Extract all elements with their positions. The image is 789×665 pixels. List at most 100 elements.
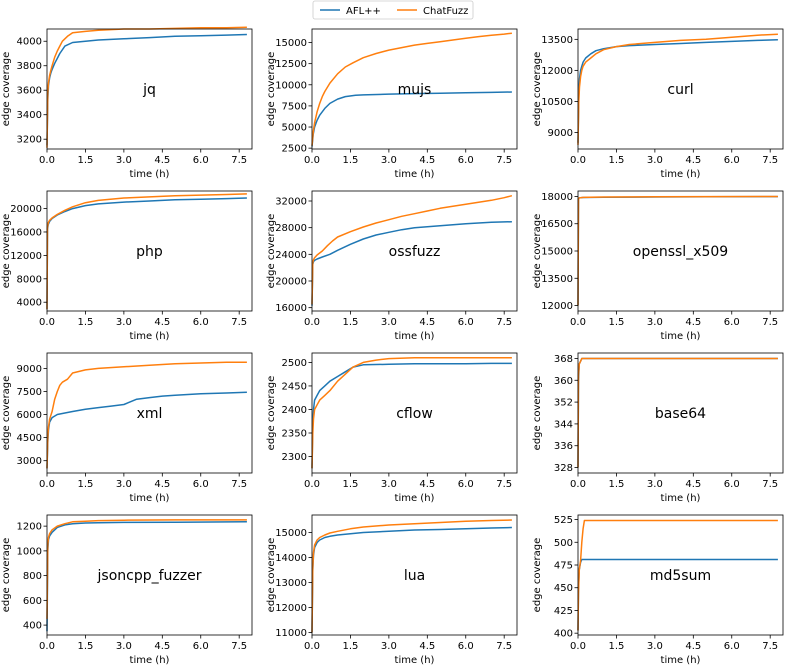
x-tick-label: 3.0 <box>116 317 132 328</box>
x-tick-label: 1.5 <box>342 155 358 166</box>
y-tick-label: 400 <box>554 629 573 640</box>
x-tick-label: 1.5 <box>608 155 624 166</box>
legend-label-afl: AFL++ <box>346 6 381 17</box>
x-tick-label: 1.5 <box>608 479 624 490</box>
x-tick-label: 3.0 <box>647 641 663 652</box>
y-tick-label: 7500 <box>282 101 307 112</box>
x-tick-label: 0.0 <box>304 479 320 490</box>
y-tick-label: 3200 <box>17 135 42 146</box>
x-tick-label: 4.5 <box>154 317 170 328</box>
series-chatfuzz-md5sum <box>577 519 778 631</box>
x-tick-label: 6.0 <box>724 479 740 490</box>
series-chatfuzz-cflow <box>311 356 512 469</box>
x-tick-label: 1.5 <box>77 479 93 490</box>
y-tick-label: 1000 <box>17 546 42 557</box>
series-chatfuzz-jq <box>46 26 247 148</box>
y-tick-label: 2350 <box>282 429 307 440</box>
y-tick-label: 6000 <box>17 410 42 421</box>
x-axis-label: time (h) <box>130 169 170 180</box>
x-tick-label: 1.5 <box>608 317 624 328</box>
axes-frame-jq <box>46 28 253 150</box>
x-tick-label: 7.5 <box>496 641 512 652</box>
x-tick-label: 3.0 <box>116 641 132 652</box>
x-tick-label: 4.5 <box>685 155 701 166</box>
subplot-title: jsoncpp_fuzzer <box>97 568 202 584</box>
x-tick-label: 6.0 <box>724 641 740 652</box>
y-tick-label: 16000 <box>275 303 307 314</box>
y-tick-label: 525 <box>554 515 573 526</box>
y-tick-label: 450 <box>554 583 573 594</box>
subplot-title: jq <box>142 82 156 98</box>
x-tick-label: 4.5 <box>685 317 701 328</box>
y-tick-label: 2500 <box>282 358 307 369</box>
x-tick-label: 3.0 <box>381 155 397 166</box>
series-chatfuzz-lua <box>311 519 512 633</box>
y-tick-label: 24000 <box>275 250 307 261</box>
axes-frame-cflow <box>311 352 518 474</box>
y-tick-label: 500 <box>554 538 573 549</box>
y-tick-label: 3800 <box>17 61 42 72</box>
x-tick-label: 6.0 <box>458 479 474 490</box>
legend-frame <box>312 0 474 20</box>
x-tick-label: 6.0 <box>458 317 474 328</box>
y-tick-label: 2450 <box>282 381 307 392</box>
y-axis-label: edge coverage <box>532 376 543 451</box>
y-tick-label: 7500 <box>17 387 42 398</box>
x-tick-label: 7.5 <box>496 479 512 490</box>
x-tick-label: 6.0 <box>193 155 209 166</box>
x-axis-label: time (h) <box>661 169 701 180</box>
x-tick-label: 3.0 <box>116 479 132 490</box>
y-axis-label: edge coverage <box>266 214 277 289</box>
x-axis-label: time (h) <box>395 655 435 665</box>
axes-frame-xml <box>46 352 253 474</box>
x-tick-label: 1.5 <box>77 317 93 328</box>
y-tick-label: 14000 <box>275 553 307 564</box>
y-tick-label: 15000 <box>275 38 307 49</box>
x-tick-label: 4.5 <box>154 479 170 490</box>
x-tick-label: 1.5 <box>608 641 624 652</box>
x-axis-label: time (h) <box>130 331 170 342</box>
subplot-title: lua <box>404 568 425 584</box>
subplot-openssl-x509: 0.0 1.5 3.0 4.5 6.0 7.5 12000 13500 15000 16500 18… <box>532 190 784 342</box>
axes-frame-curl <box>577 28 784 150</box>
y-axis-label: edge coverage <box>1 52 12 127</box>
x-axis-label: time (h) <box>395 493 435 504</box>
x-tick-label: 1.5 <box>342 479 358 490</box>
x-tick-label: 6.0 <box>458 155 474 166</box>
subplot-title: php <box>136 244 163 260</box>
y-tick-label: 13500 <box>541 274 573 285</box>
subplot-ossfuzz: 0.0 1.5 3.0 4.5 6.0 7.5 16000 20000 24000 28000 32… <box>266 190 518 342</box>
legend: AFL++ ChatFuzz <box>312 0 474 20</box>
x-tick-label: 4.5 <box>419 641 435 652</box>
subplot-jsoncpp-fuzzer: 0.0 1.5 3.0 4.5 6.0 7.5 400 600 800 1000 1200 time … <box>1 514 253 665</box>
x-tick-label: 1.5 <box>342 641 358 652</box>
y-axis-label: edge coverage <box>532 52 543 127</box>
x-tick-label: 1.5 <box>77 155 93 166</box>
y-tick-label: 3400 <box>17 110 42 121</box>
subplot-title: md5sum <box>650 568 711 584</box>
x-tick-label: 7.5 <box>762 641 778 652</box>
y-tick-label: 16500 <box>541 219 573 230</box>
x-tick-label: 0.0 <box>304 641 320 652</box>
x-tick-label: 7.5 <box>762 479 778 490</box>
y-tick-label: 16000 <box>10 227 42 238</box>
y-tick-label: 800 <box>23 571 42 582</box>
series-chatfuzz-openssl-x509 <box>577 195 778 306</box>
y-tick-label: 12000 <box>10 251 42 262</box>
y-tick-label: 336 <box>554 441 573 452</box>
subplot-title: base64 <box>655 406 706 422</box>
subplot-title: openssl_x509 <box>633 244 728 260</box>
x-tick-label: 0.0 <box>304 317 320 328</box>
y-tick-label: 352 <box>554 398 573 409</box>
x-tick-label: 7.5 <box>762 317 778 328</box>
y-tick-label: 8000 <box>17 274 42 285</box>
subplot-lua: 0.0 1.5 3.0 4.5 6.0 7.5 11000 12000 13000 14000 15… <box>266 514 518 665</box>
x-tick-label: 7.5 <box>231 479 247 490</box>
x-axis-label: time (h) <box>395 169 435 180</box>
subplot-title: xml <box>137 406 163 422</box>
y-tick-label: 400 <box>23 621 42 632</box>
x-tick-label: 4.5 <box>154 155 170 166</box>
x-tick-label: 6.0 <box>193 317 209 328</box>
y-tick-label: 3000 <box>17 456 42 467</box>
